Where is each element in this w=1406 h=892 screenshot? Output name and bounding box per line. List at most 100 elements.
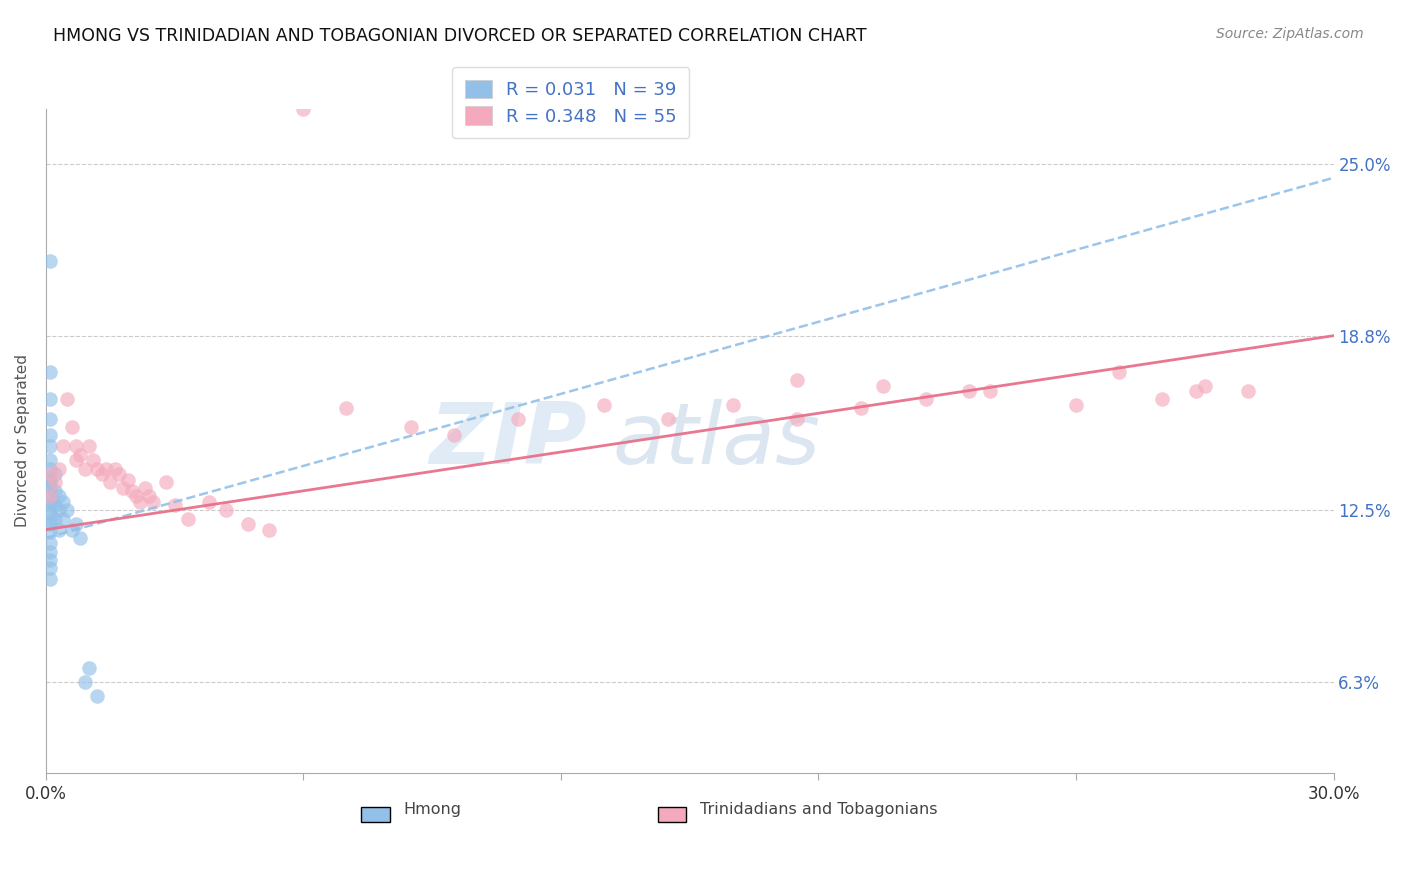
Point (39, 489, 62, 503)
Point (39, 428, 62, 442)
Point (39, 253, 62, 268)
Point (1236, 384, 1258, 398)
Point (176, 511, 198, 525)
Point (39, 545, 62, 559)
Point (52, 440, 75, 454)
Point (108, 467, 131, 482)
Point (39, 511, 62, 525)
Point (39, 473, 62, 487)
Point (69, 448, 91, 462)
Point (914, 392, 936, 407)
Point (134, 481, 156, 495)
Point (52, 495, 75, 509)
Point (39, 536, 62, 550)
Point (104, 461, 127, 475)
Point (39, 573, 62, 587)
Text: HMONG VS TRINIDADIAN AND TOBAGONIAN DIVORCED OR SEPARATED CORRELATION CHART: HMONG VS TRINIDADIAN AND TOBAGONIAN DIVO… (53, 27, 868, 45)
Point (56, 503, 79, 517)
Point (117, 473, 139, 487)
Point (98, 475, 121, 490)
Point (44, 511, 66, 525)
Point (957, 384, 980, 398)
Point (60, 523, 83, 537)
Point (65, 516, 87, 531)
Point (129, 495, 152, 509)
Point (77, 661, 100, 675)
Point (215, 503, 238, 517)
Point (1064, 398, 1087, 412)
Point (60, 420, 83, 434)
FancyBboxPatch shape (361, 807, 389, 822)
Point (39, 495, 62, 509)
Point (94, 461, 117, 475)
Point (44, 498, 66, 512)
Point (39, 516, 62, 531)
Point (39, 489, 62, 503)
Text: ZIP: ZIP (429, 400, 586, 483)
Point (335, 401, 357, 415)
Text: atlas: atlas (613, 400, 821, 483)
Point (292, 102, 315, 116)
Point (125, 489, 148, 503)
Point (236, 516, 259, 531)
Point (65, 453, 87, 467)
Point (138, 489, 160, 503)
Point (86, 689, 108, 703)
Point (163, 498, 186, 512)
Point (48, 503, 70, 517)
Point (48, 489, 70, 503)
Point (39, 453, 62, 467)
Point (142, 495, 165, 509)
Point (39, 365, 62, 379)
Point (39, 506, 62, 520)
Point (52, 511, 75, 525)
Point (593, 398, 616, 412)
Point (56, 392, 79, 407)
Point (39, 525, 62, 540)
Text: Hmong: Hmong (404, 803, 461, 817)
Point (506, 411, 529, 425)
Point (44, 475, 66, 490)
Point (44, 483, 66, 498)
Point (721, 398, 744, 412)
Point (48, 523, 70, 537)
FancyBboxPatch shape (658, 807, 686, 822)
Point (657, 411, 679, 425)
Point (39, 440, 62, 454)
Y-axis label: Divorced or Separated: Divorced or Separated (15, 354, 30, 527)
Point (1150, 392, 1173, 407)
Text: Source: ZipAtlas.com: Source: ZipAtlas.com (1216, 27, 1364, 41)
Point (1108, 365, 1130, 379)
Point (39, 561, 62, 575)
Point (155, 475, 177, 490)
Point (69, 531, 91, 545)
Point (39, 498, 62, 512)
Point (77, 440, 100, 454)
Point (82, 453, 104, 467)
Point (979, 384, 1001, 398)
Point (39, 553, 62, 567)
Text: Trinidadians and Tobagonians: Trinidadians and Tobagonians (700, 803, 938, 817)
Point (198, 495, 221, 509)
Point (39, 461, 62, 475)
Point (112, 481, 135, 495)
Point (90, 467, 112, 482)
Point (39, 411, 62, 425)
Point (443, 428, 465, 442)
Point (39, 467, 62, 482)
Point (73, 674, 96, 689)
Point (73, 461, 96, 475)
Point (44, 467, 66, 482)
Point (786, 373, 808, 387)
Point (39, 481, 62, 495)
Point (48, 461, 70, 475)
Point (872, 378, 894, 392)
Legend: R = 0.031   N = 39, R = 0.348   N = 55: R = 0.031 N = 39, R = 0.348 N = 55 (451, 67, 689, 138)
Point (1185, 384, 1208, 398)
Point (851, 401, 873, 415)
Point (1194, 378, 1216, 392)
Point (257, 523, 280, 537)
Point (121, 483, 143, 498)
Point (399, 420, 422, 434)
Point (786, 411, 808, 425)
